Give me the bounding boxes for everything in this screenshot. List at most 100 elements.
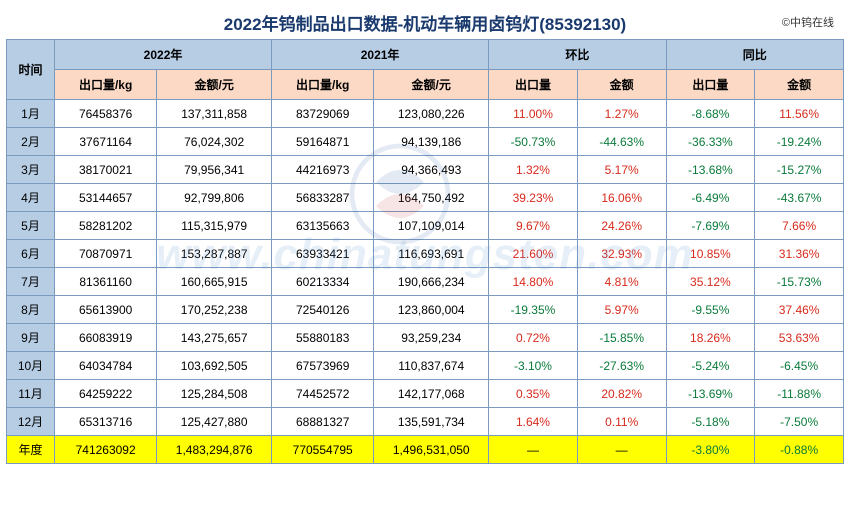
col-yoy-amt: 金额 (755, 70, 844, 100)
table-row: 1月76458376137,311,85883729069123,080,226… (7, 100, 844, 128)
cell-yoyq: -7.69% (666, 212, 755, 240)
cell-yoyq: 35.12% (666, 268, 755, 296)
cell-yoya: -19.24% (755, 128, 844, 156)
table-row: 年度7412630921,483,294,8767705547951,496,5… (7, 436, 844, 464)
page-title: 2022年钨制品出口数据-机动车辆用卤钨灯(85392130) (224, 15, 626, 34)
cell-q22: 65313716 (55, 408, 157, 436)
cell-yoya: 11.56% (755, 100, 844, 128)
cell-yoya: -15.27% (755, 156, 844, 184)
cell-yoya: 31.36% (755, 240, 844, 268)
cell-a22: 137,311,858 (157, 100, 272, 128)
cell-moma: 32.93% (577, 240, 666, 268)
table-row: 3月3817002179,956,3414421697394,366,4931.… (7, 156, 844, 184)
cell-a21: 164,750,492 (374, 184, 489, 212)
table-row: 12月65313716125,427,88068881327135,591,73… (7, 408, 844, 436)
cell-q22: 741263092 (55, 436, 157, 464)
cell-moma: 5.97% (577, 296, 666, 324)
cell-moma: -44.63% (577, 128, 666, 156)
col-mom-qty: 出口量 (489, 70, 578, 100)
cell-a22: 115,315,979 (157, 212, 272, 240)
cell-time: 年度 (7, 436, 55, 464)
cell-yoyq: -13.69% (666, 380, 755, 408)
cell-a21: 123,860,004 (374, 296, 489, 324)
cell-momq: 21.60% (489, 240, 578, 268)
table-row: 6月70870971153,287,88763933421116,693,691… (7, 240, 844, 268)
col-2021-qty: 出口量/kg (272, 70, 374, 100)
cell-momq: -19.35% (489, 296, 578, 324)
cell-a21: 94,139,186 (374, 128, 489, 156)
table-row: 2月3767116476,024,3025916487194,139,186-5… (7, 128, 844, 156)
cell-q21: 63135663 (272, 212, 374, 240)
cell-yoya: 37.46% (755, 296, 844, 324)
cell-a21: 1,496,531,050 (374, 436, 489, 464)
header-row-1: 时间 2022年 2021年 环比 同比 (7, 40, 844, 70)
cell-momq: 0.72% (489, 324, 578, 352)
cell-yoyq: -5.18% (666, 408, 755, 436)
table-row: 10月64034784103,692,50567573969110,837,67… (7, 352, 844, 380)
cell-q22: 76458376 (55, 100, 157, 128)
cell-time: 11月 (7, 380, 55, 408)
cell-yoya: -15.73% (755, 268, 844, 296)
cell-yoya: 7.66% (755, 212, 844, 240)
cell-a22: 153,287,887 (157, 240, 272, 268)
cell-moma: 16.06% (577, 184, 666, 212)
col-yoy: 同比 (666, 40, 843, 70)
cell-yoya: -43.67% (755, 184, 844, 212)
cell-a21: 142,177,068 (374, 380, 489, 408)
cell-momq: -50.73% (489, 128, 578, 156)
cell-q21: 68881327 (272, 408, 374, 436)
cell-yoyq: -8.68% (666, 100, 755, 128)
cell-time: 5月 (7, 212, 55, 240)
cell-a22: 143,275,657 (157, 324, 272, 352)
cell-a21: 190,666,234 (374, 268, 489, 296)
cell-time: 2月 (7, 128, 55, 156)
cell-momq: 1.32% (489, 156, 578, 184)
cell-a22: 125,284,508 (157, 380, 272, 408)
col-2022: 2022年 (55, 40, 272, 70)
cell-moma: 5.17% (577, 156, 666, 184)
cell-a21: 93,259,234 (374, 324, 489, 352)
cell-time: 10月 (7, 352, 55, 380)
cell-a21: 123,080,226 (374, 100, 489, 128)
cell-momq: 9.67% (489, 212, 578, 240)
col-yoy-qty: 出口量 (666, 70, 755, 100)
cell-a22: 103,692,505 (157, 352, 272, 380)
table-row: 8月65613900170,252,23872540126123,860,004… (7, 296, 844, 324)
cell-q22: 64259222 (55, 380, 157, 408)
cell-time: 8月 (7, 296, 55, 324)
cell-q22: 37671164 (55, 128, 157, 156)
cell-time: 4月 (7, 184, 55, 212)
cell-yoyq: -36.33% (666, 128, 755, 156)
table-row: 5月58281202115,315,97963135663107,109,014… (7, 212, 844, 240)
cell-q22: 65613900 (55, 296, 157, 324)
cell-a21: 116,693,691 (374, 240, 489, 268)
cell-momq: 39.23% (489, 184, 578, 212)
cell-a22: 92,799,806 (157, 184, 272, 212)
cell-time: 12月 (7, 408, 55, 436)
cell-q21: 67573969 (272, 352, 374, 380)
cell-q22: 38170021 (55, 156, 157, 184)
cell-a21: 107,109,014 (374, 212, 489, 240)
cell-q21: 60213334 (272, 268, 374, 296)
cell-moma: -15.85% (577, 324, 666, 352)
cell-moma: 1.27% (577, 100, 666, 128)
cell-yoyq: -3.80% (666, 436, 755, 464)
cell-q22: 66083919 (55, 324, 157, 352)
cell-time: 6月 (7, 240, 55, 268)
cell-yoya: -0.88% (755, 436, 844, 464)
cell-moma: — (577, 436, 666, 464)
title-row: 2022年钨制品出口数据-机动车辆用卤钨灯(85392130) ©中钨在线 (6, 4, 844, 39)
cell-moma: 20.82% (577, 380, 666, 408)
cell-q22: 64034784 (55, 352, 157, 380)
cell-yoyq: -6.49% (666, 184, 755, 212)
cell-momq: — (489, 436, 578, 464)
cell-a22: 76,024,302 (157, 128, 272, 156)
export-data-table: 时间 2022年 2021年 环比 同比 出口量/kg 金额/元 出口量/kg … (6, 39, 844, 464)
cell-yoyq: 18.26% (666, 324, 755, 352)
cell-momq: 1.64% (489, 408, 578, 436)
cell-moma: 0.11% (577, 408, 666, 436)
cell-moma: 24.26% (577, 212, 666, 240)
cell-yoyq: -13.68% (666, 156, 755, 184)
col-mom-amt: 金额 (577, 70, 666, 100)
cell-a21: 135,591,734 (374, 408, 489, 436)
